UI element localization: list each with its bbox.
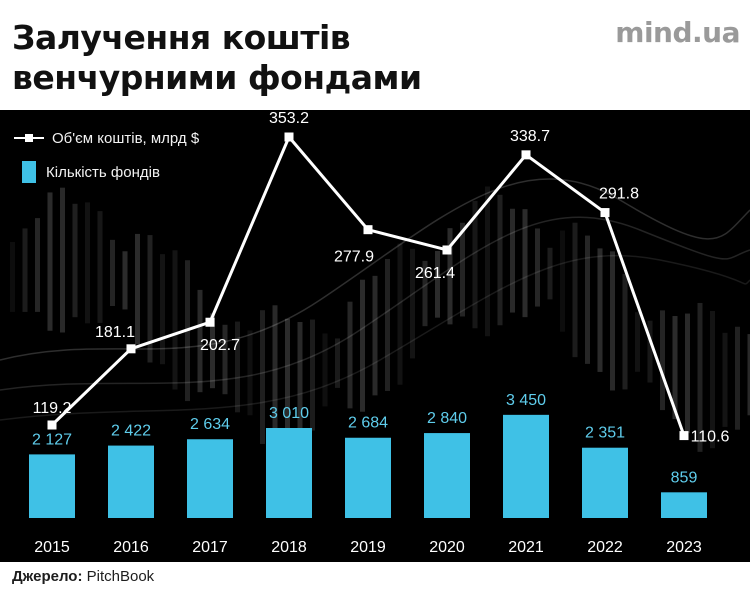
line-label-2019: 277.9	[334, 249, 374, 266]
bar-label-2021: 3 450	[506, 392, 546, 409]
x-tick-2016: 2016	[113, 539, 149, 556]
legend-label-volume: Об'єм коштів, млрд $	[52, 129, 200, 147]
line-point-2018	[284, 132, 294, 142]
source-note: Джерело: PitchBook	[12, 568, 154, 585]
brand-logo: mind.ua	[615, 16, 740, 49]
line-series	[47, 132, 689, 441]
source-label: Джерело:	[12, 568, 83, 585]
line-point-2019	[363, 225, 373, 235]
bar-label-2017: 2 634	[190, 416, 230, 433]
x-tick-2020: 2020	[429, 539, 465, 556]
line-label-2022: 291.8	[599, 186, 639, 203]
bar-2018	[266, 428, 312, 518]
bar-label-2020: 2 840	[427, 410, 467, 427]
line-point-2015	[47, 420, 57, 430]
legend-label-count: Кількість фондів	[46, 163, 160, 181]
bar-2016	[108, 445, 154, 518]
x-tick-2015: 2015	[34, 539, 70, 556]
bar-2023	[661, 492, 707, 518]
chart-title: Залучення коштів венчурними фондами	[12, 18, 422, 98]
bar-2020	[424, 433, 470, 518]
header-band	[0, 0, 750, 110]
title-line-1: Залучення коштів	[12, 18, 351, 57]
bar-2019	[345, 437, 391, 518]
bar-label-2023: 859	[671, 469, 698, 486]
bar-2015	[29, 454, 75, 518]
x-tick-2021: 2021	[508, 539, 544, 556]
x-tick-2023: 2023	[666, 539, 702, 556]
line-point-2017	[205, 317, 215, 327]
line-point-2020	[442, 245, 452, 255]
bar-label-2019: 2 684	[348, 415, 388, 432]
background-decoration	[0, 178, 750, 454]
line-marker-icon	[14, 128, 44, 148]
x-tick-2019: 2019	[350, 539, 386, 556]
bar-label-2015: 2 127	[32, 431, 72, 448]
bar-swatch-icon	[22, 161, 36, 183]
bar-label-2016: 2 422	[111, 423, 151, 440]
x-tick-2022: 2022	[587, 539, 623, 556]
line-point-2023	[679, 431, 689, 441]
legend-item-count: Кількість фондів	[14, 160, 160, 184]
line-label-2021: 338.7	[510, 128, 550, 145]
line-label-2020: 261.4	[415, 265, 455, 282]
source-value: PitchBook	[86, 568, 155, 585]
x-tick-2018: 2018	[271, 539, 307, 556]
bar-label-2022: 2 351	[585, 425, 625, 442]
line-point-2016	[126, 344, 136, 354]
bar-2017	[187, 439, 233, 518]
bar-2021	[503, 414, 549, 518]
line-label-2023: 110.6	[691, 429, 730, 446]
x-tick-2017: 2017	[192, 539, 228, 556]
line-label-2016: 181.1	[95, 324, 135, 341]
x-axis: 2015 2016 2017 2018 2019 2020 2021 2022 2023	[34, 539, 702, 556]
line-label-2015: 119.2	[33, 400, 72, 417]
footer-band	[0, 562, 750, 599]
bar-2022	[582, 447, 628, 518]
data-labels: 2 127 2 422 2 634 3 010 2 684 2 840 3 450 2 351…	[32, 110, 730, 486]
line-label-2018: 353.2	[269, 110, 309, 127]
line-point-2022	[600, 208, 610, 218]
legend-item-volume: Об'єм коштів, млрд $	[14, 126, 199, 150]
title-line-2: венчурними фондами	[12, 58, 422, 97]
line-label-2017: 202.7	[200, 337, 240, 354]
bar-series	[29, 414, 707, 518]
line-point-2021	[521, 150, 531, 160]
bar-label-2018: 3 010	[269, 405, 309, 422]
